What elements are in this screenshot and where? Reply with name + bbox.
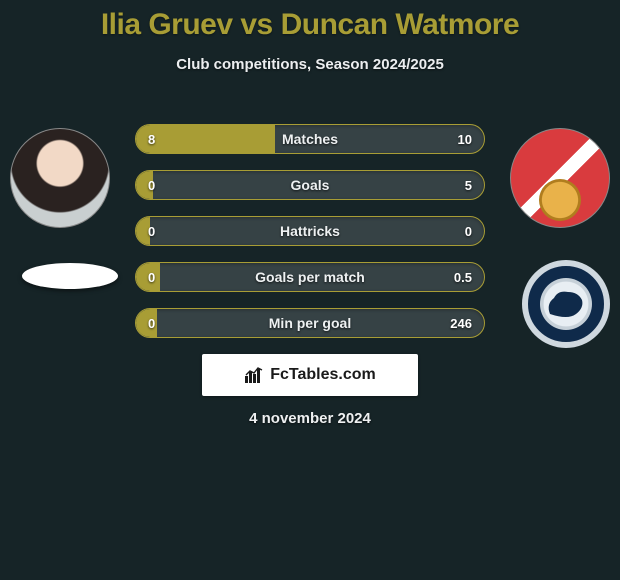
- stat-label: Hattricks: [136, 223, 484, 239]
- stats-rows: 8Matches100Goals50Hattricks00Goals per m…: [135, 124, 485, 354]
- player-right-club-badge: [522, 260, 610, 348]
- date-text: 4 november 2024: [0, 410, 620, 427]
- stat-value-right: 10: [458, 132, 472, 147]
- stat-row: 0Hattricks0: [135, 216, 485, 246]
- subtitle: Club competitions, Season 2024/2025: [0, 56, 620, 73]
- stat-row: 0Goals per match0.5: [135, 262, 485, 292]
- player-left-avatar: [10, 128, 110, 228]
- stat-value-right: 0.5: [454, 270, 472, 285]
- brand-box: FcTables.com: [202, 354, 418, 396]
- page-title: Ilia Gruev vs Duncan Watmore: [0, 0, 620, 42]
- stat-label: Min per goal: [136, 315, 484, 331]
- lion-icon: [544, 284, 588, 324]
- stat-label: Matches: [136, 131, 484, 147]
- stat-label: Goals: [136, 177, 484, 193]
- stat-label: Goals per match: [136, 269, 484, 285]
- stat-row: 0Min per goal246: [135, 308, 485, 338]
- stat-value-right: 5: [465, 178, 472, 193]
- stat-row: 8Matches10: [135, 124, 485, 154]
- player-left-club-placeholder: [22, 263, 118, 289]
- bars-icon: [244, 366, 264, 384]
- stat-row: 0Goals5: [135, 170, 485, 200]
- brand-text: FcTables.com: [270, 366, 376, 384]
- player-right-avatar: [510, 128, 610, 228]
- stat-value-right: 246: [450, 316, 472, 331]
- stat-value-right: 0: [465, 224, 472, 239]
